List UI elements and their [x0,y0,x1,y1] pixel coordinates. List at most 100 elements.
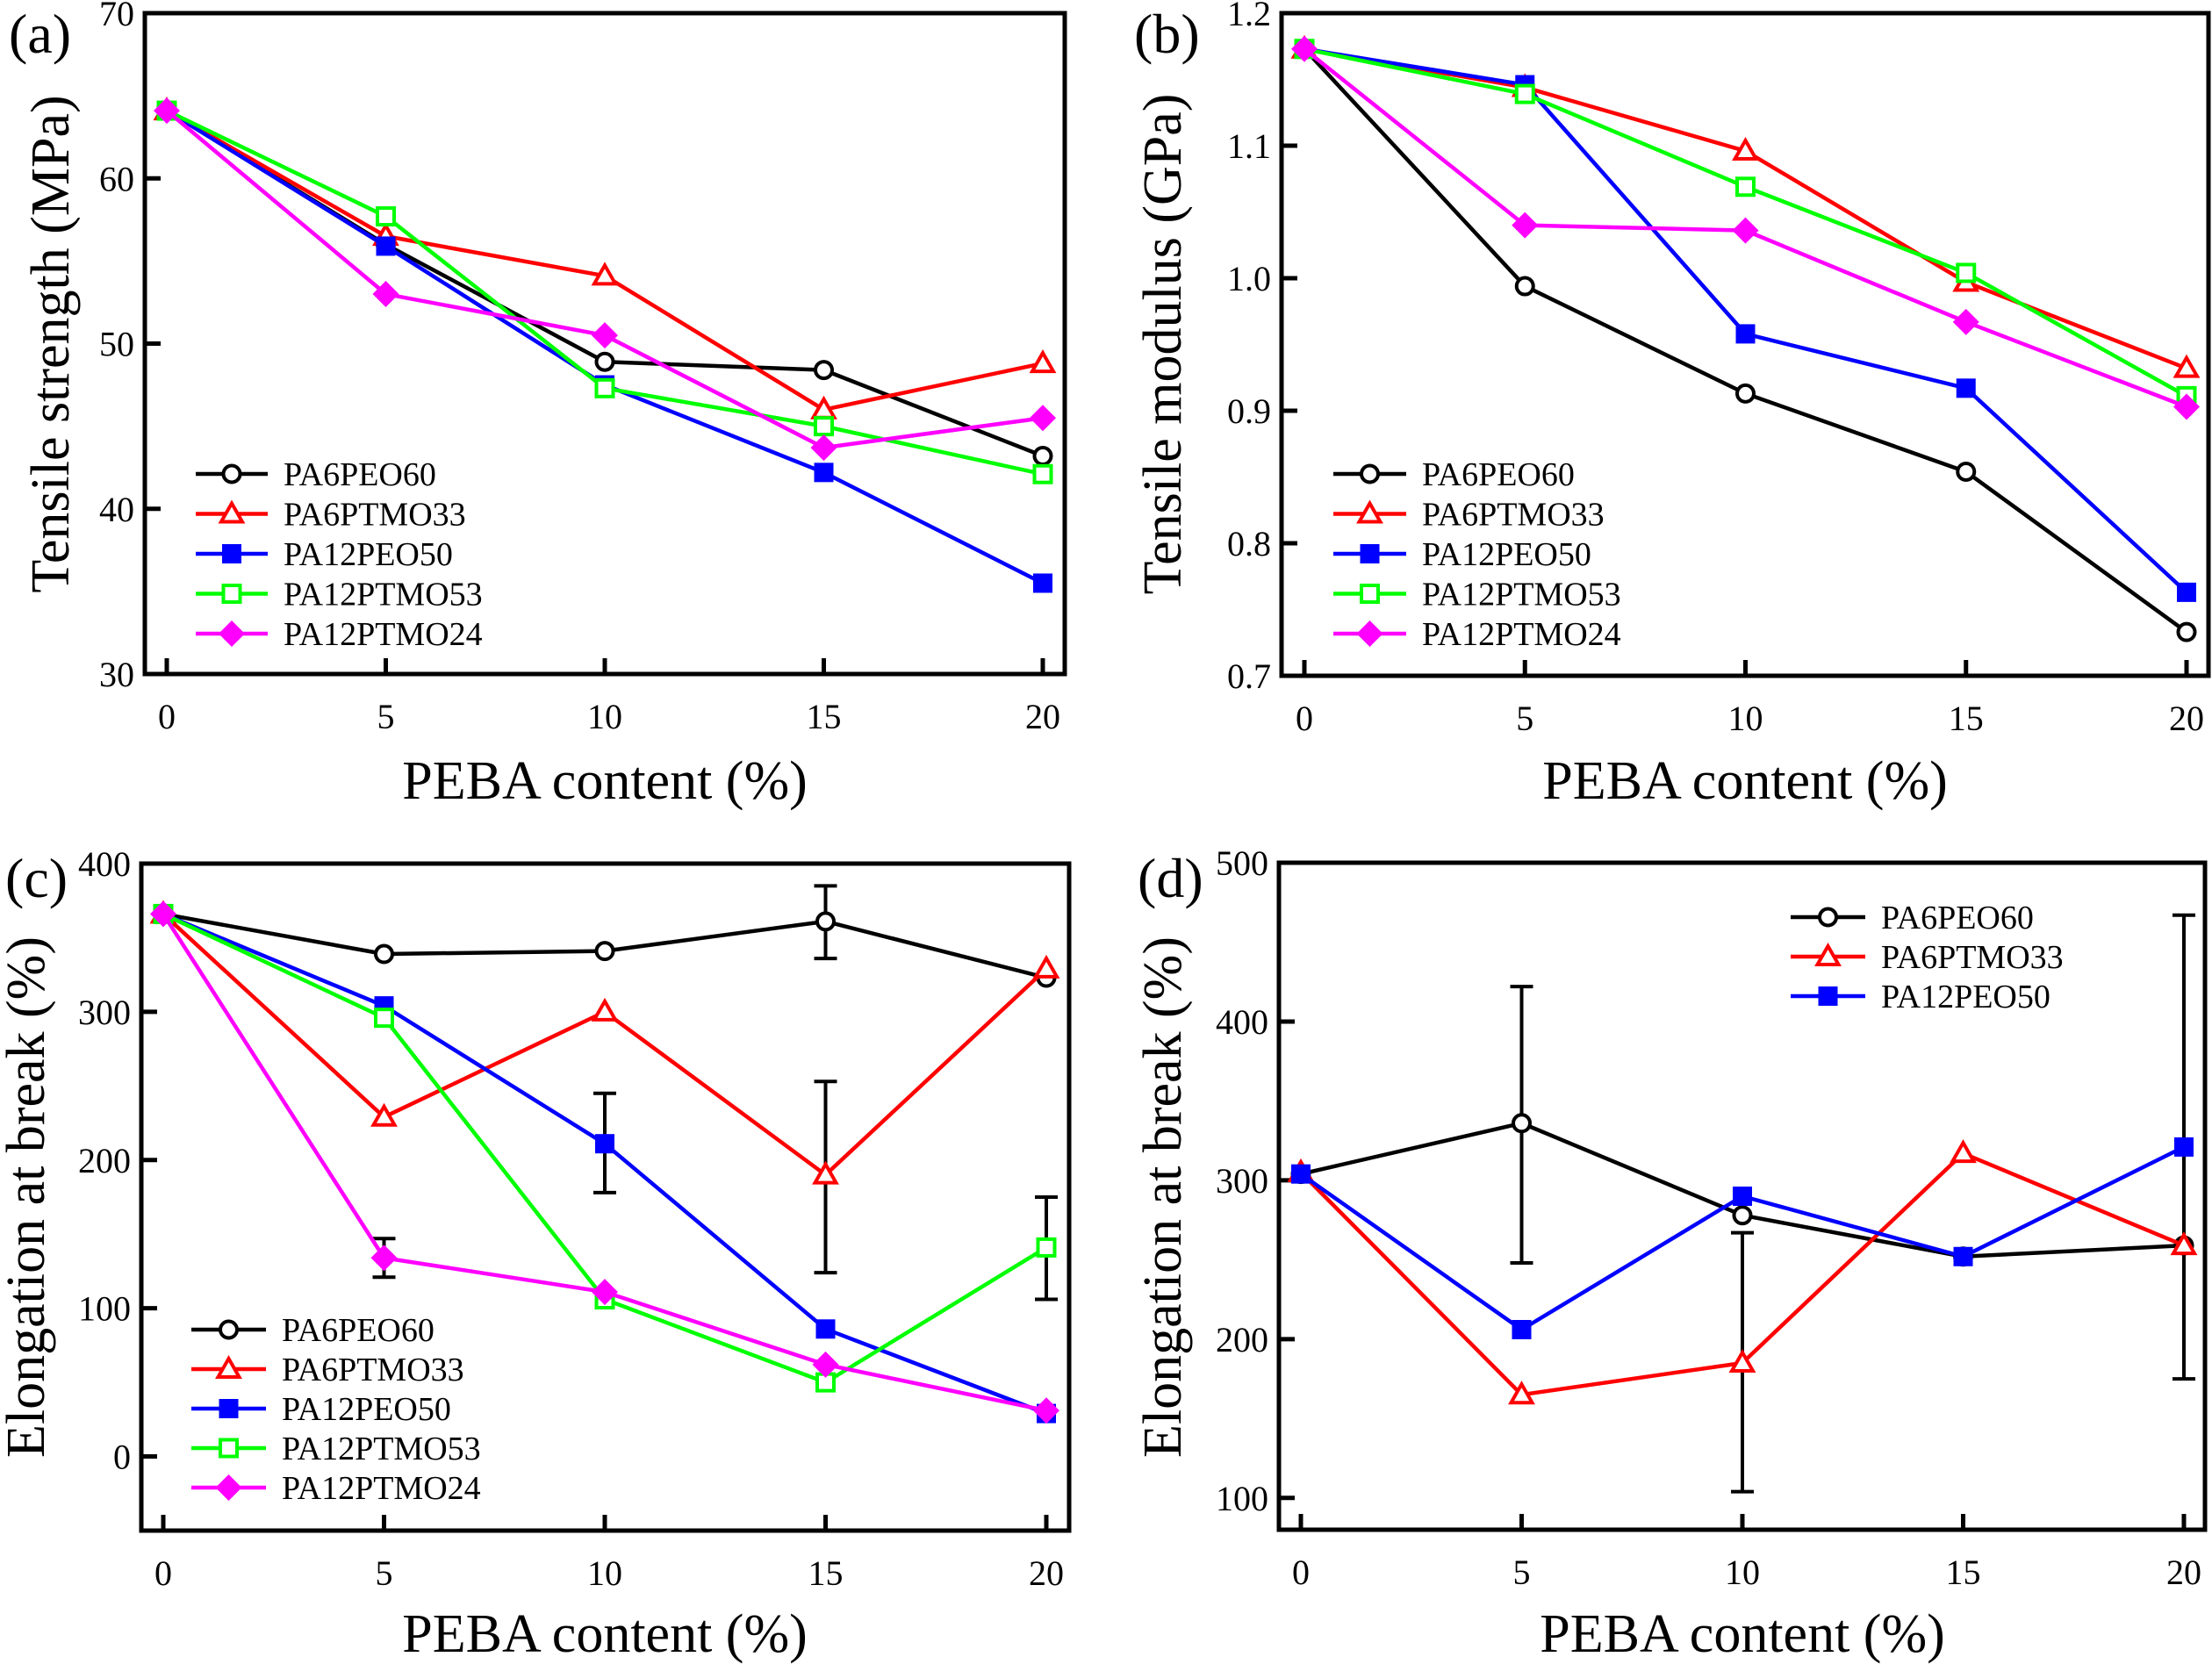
legend-marker [1360,544,1380,563]
legend-label: PA6PTMO33 [284,497,466,534]
legend-item: PA6PTMO33 [1791,939,2064,976]
x-tick-label: 5 [377,697,395,736]
series-pa12ptmo24 [150,900,1059,1424]
data-point [591,262,619,286]
legend-label: PA6PTMO33 [282,1352,464,1388]
data-point [1956,262,1977,283]
y-tick-label: 1.2 [1227,0,1271,33]
data-point [1732,137,1759,161]
data-point [1029,349,1057,374]
y-tick-label: 400 [1216,1002,1268,1042]
data-point [815,1319,836,1339]
data-point [1512,1320,1532,1339]
legend-marker [1818,986,1838,1006]
data-point [814,360,834,381]
panel-label: (b) [1134,3,1200,65]
legend-marker [1356,620,1383,647]
data-point [1033,1397,1059,1424]
legend-label: PA6PTMO33 [1422,497,1605,534]
legend-label: PA12PTMO24 [1422,616,1621,653]
data-point [1514,83,1535,104]
data-point [2177,582,2196,602]
x-tick-label: 0 [1296,699,1313,738]
series-pa12ptmo24 [1291,35,2200,420]
data-point [1735,324,1756,344]
data-point [1032,463,1053,484]
data-point [2170,1231,2198,1256]
y-axis-title: Elongation at break (%) [0,936,56,1458]
legend-label: PA12PTMO24 [282,1470,481,1507]
legend-marker [215,1474,242,1501]
x-tick-label: 5 [1516,699,1533,738]
data-point [1508,1381,1535,1405]
x-tick-label: 15 [1949,699,1984,738]
x-tick-label: 10 [587,1553,622,1593]
legend-marker [219,1438,239,1459]
x-axis-title: PEBA content (%) [1540,1604,1945,1664]
legend-marker [1818,907,1838,928]
panel-d: (d) Elongation at break (%) PEBA content… [1133,843,2208,1664]
data-point [595,1134,614,1154]
y-axis-title: Tensile strength (MPa) [21,95,81,592]
data-point [1291,35,1318,62]
panel-b: (b) Tensile modulus (GPa) PEBA content (… [1133,0,2211,811]
data-point [376,236,396,256]
legend-label: PA6PTMO33 [1881,939,2064,976]
data-point [815,911,836,932]
data-point [1032,954,1060,979]
y-tick-label: 300 [1216,1161,1268,1201]
y-tick-label: 30 [99,655,134,694]
x-tick-label: 10 [1728,699,1763,738]
data-point [376,206,396,227]
data-point [594,941,615,962]
y-tick-label: 200 [78,1141,131,1180]
x-tick-label: 0 [154,1553,172,1593]
y-tick-label: 1.0 [1227,259,1271,298]
legend-marker [218,499,246,524]
legend-item: PA12PTMO53 [196,577,483,613]
x-tick-label: 10 [587,697,622,736]
y-tick-label: 0.8 [1227,524,1271,563]
data-point [1512,212,1539,239]
data-point [1732,217,1759,244]
data-point [594,351,615,372]
legend-label: PA12PEO50 [284,536,453,573]
series-pa6peo60 [1294,39,2197,642]
y-axis-title: Elongation at break (%) [1133,936,1193,1458]
legend-label: PA12PEO50 [1422,536,1591,573]
legend-item: PA12PTMO24 [191,1470,481,1507]
data-point [2174,1137,2194,1157]
x-tick-label: 15 [807,697,842,736]
data-point [1950,1139,1977,1164]
data-point [592,322,618,349]
y-tick-label: 400 [78,844,131,884]
x-tick-label: 20 [2169,699,2204,738]
x-tick-label: 20 [2166,1553,2201,1592]
data-point [154,97,180,125]
panel-label: (d) [1138,847,1203,909]
legend-item: PA12PEO50 [196,536,453,573]
panel-label: (a) [9,3,71,65]
data-point [1032,446,1053,467]
data-point [1733,1187,1752,1206]
series-pa12peo50 [1291,1137,2194,1339]
y-tick-label: 1.1 [1227,126,1271,166]
x-axis-title: PEBA content (%) [1542,751,1948,811]
y-tick-label: 70 [99,0,134,33]
legend-item: PA12PTMO24 [1333,616,1621,653]
y-axis-title: Tensile modulus (GPa) [1133,94,1193,595]
data-point [591,997,619,1022]
y-tick-label: 60 [99,159,134,198]
data-point [814,463,834,483]
y-tick-label: 500 [1216,843,1268,883]
legend-item: PA6PEO60 [1791,900,2034,936]
y-tick-label: 40 [99,490,134,529]
data-point [2172,354,2201,378]
legend-label: PA12PTMO24 [284,616,483,653]
x-tick-label: 0 [158,697,176,736]
legend-label: PA12PTMO53 [1422,577,1621,613]
data-point [374,1008,394,1029]
data-point [1952,308,1979,335]
